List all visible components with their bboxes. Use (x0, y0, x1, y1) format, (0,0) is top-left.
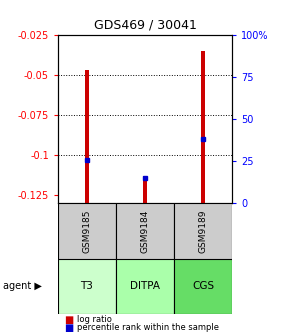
Bar (201, 51, 205, 203)
Bar (85, 71, 89, 203)
Bar (143, 176, 147, 203)
Text: GSM9189: GSM9189 (198, 209, 208, 253)
Text: GDS469 / 30041: GDS469 / 30041 (94, 18, 196, 32)
FancyBboxPatch shape (58, 203, 116, 259)
FancyBboxPatch shape (116, 203, 174, 259)
Text: ■: ■ (64, 315, 73, 325)
Text: CGS: CGS (192, 282, 214, 291)
FancyBboxPatch shape (58, 259, 116, 314)
FancyBboxPatch shape (174, 259, 232, 314)
FancyBboxPatch shape (174, 203, 232, 259)
Text: agent ▶: agent ▶ (3, 281, 42, 291)
Text: DITPA: DITPA (130, 282, 160, 291)
Text: ■: ■ (64, 323, 73, 333)
Text: GSM9184: GSM9184 (140, 209, 150, 253)
Text: GSM9185: GSM9185 (82, 209, 92, 253)
Text: log ratio: log ratio (77, 316, 112, 324)
Text: percentile rank within the sample: percentile rank within the sample (77, 323, 219, 332)
Text: T3: T3 (81, 282, 93, 291)
FancyBboxPatch shape (116, 259, 174, 314)
